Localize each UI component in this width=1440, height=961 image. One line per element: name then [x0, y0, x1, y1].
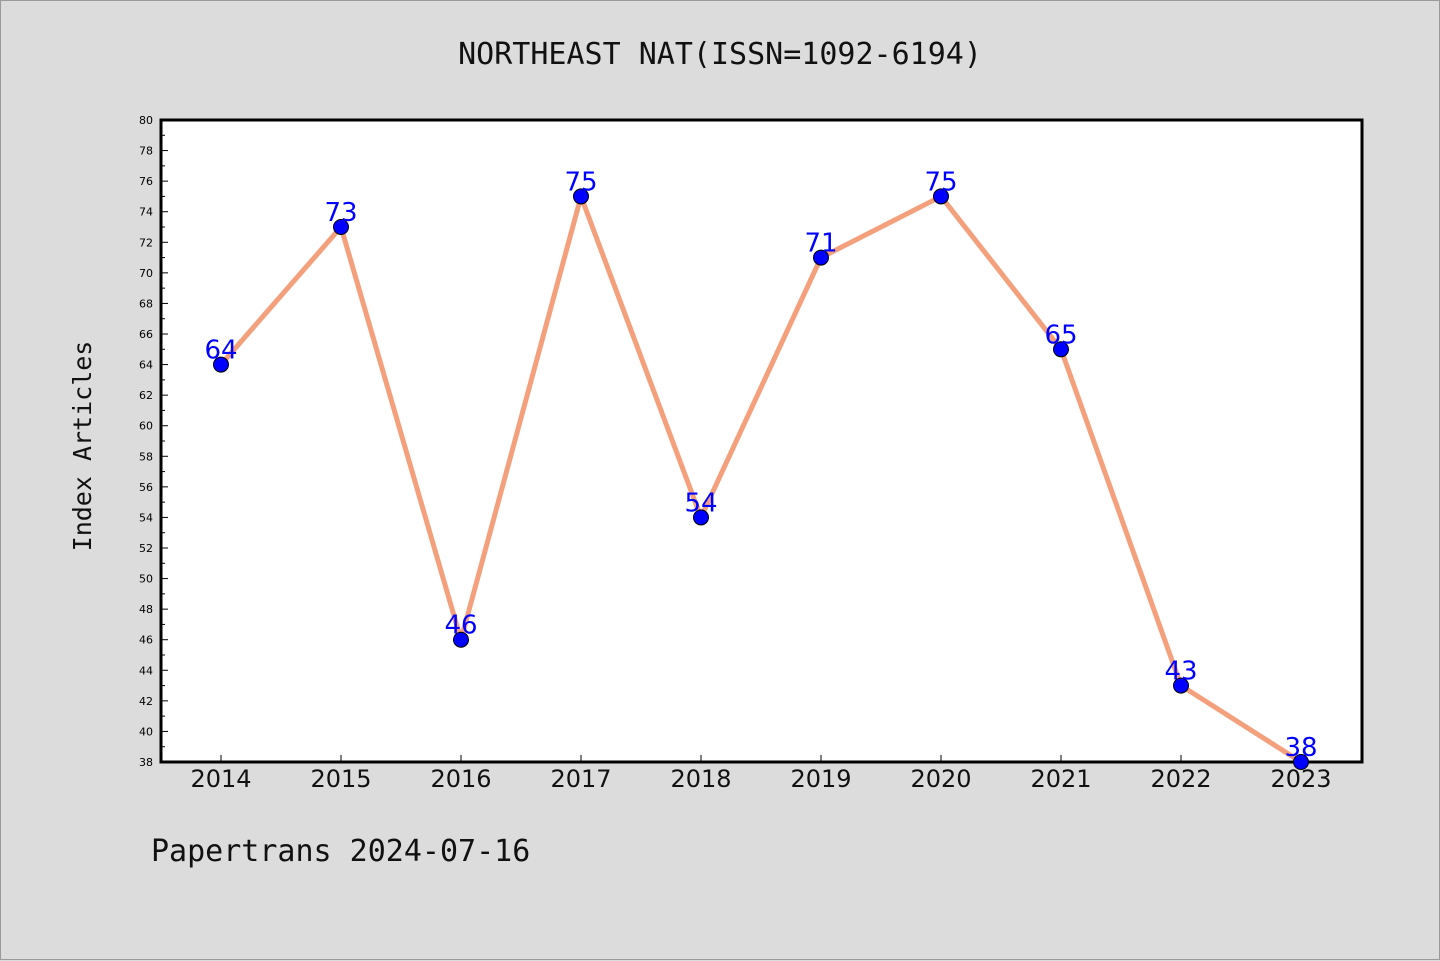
- y-tick-label: 46: [139, 634, 153, 647]
- y-tick-label: 38: [139, 756, 153, 769]
- data-point: [933, 188, 949, 205]
- y-tick-label: 56: [139, 481, 153, 494]
- data-point: [333, 219, 349, 235]
- data-label: 75: [564, 167, 597, 197]
- data-point: [1173, 677, 1189, 694]
- y-tick-label: 72: [139, 236, 153, 249]
- y-tick-label: 64: [139, 359, 153, 372]
- x-tick-label: 2022: [1150, 765, 1211, 793]
- chart-title: NORTHEAST NAT(ISSN=1092-6194): [458, 37, 982, 72]
- data-point: [693, 509, 709, 526]
- data-label: 46: [444, 611, 477, 641]
- x-tick-label: 2016: [430, 765, 491, 793]
- y-tick-label: 52: [139, 542, 153, 555]
- data-label: 64: [204, 336, 237, 366]
- y-tick-label: 42: [139, 695, 153, 708]
- y-tick-label: 68: [139, 297, 153, 310]
- data-point: [573, 188, 589, 205]
- data-label: 73: [324, 198, 357, 228]
- y-tick-label: 58: [139, 450, 153, 463]
- y-tick-label: 80: [139, 114, 153, 127]
- y-axis: 38 40 42 44 46 48 50 52 54 56 58 60 62 64 66 68 70 72 74 76…: [139, 114, 168, 769]
- y-tick-label: 40: [139, 725, 153, 738]
- data-label: 65: [1044, 320, 1077, 350]
- x-axis: 2014 2015 2016 2017 2018 2019 2020 2021 2022 2023: [190, 755, 1332, 793]
- data-label: 71: [804, 229, 837, 259]
- y-tick-label: 70: [139, 267, 153, 280]
- data-label: 75: [924, 167, 957, 197]
- data-label: 54: [684, 488, 717, 518]
- data-point: [1053, 341, 1069, 358]
- x-tick-label: 2019: [790, 765, 851, 793]
- y-tick-label: 48: [139, 603, 153, 616]
- x-tick-label: 2017: [550, 765, 611, 793]
- x-tick-label: 2014: [190, 765, 251, 793]
- y-tick-label: 60: [139, 420, 153, 433]
- data-point: [213, 356, 229, 373]
- x-tick-label: 2021: [1030, 765, 1091, 793]
- data-label: 43: [1164, 657, 1197, 687]
- x-tick-label: 2020: [910, 765, 971, 793]
- data-point: [1293, 754, 1309, 770]
- y-tick-label: 76: [139, 175, 153, 188]
- series-line: [218, 193, 1304, 765]
- y-tick-label: 54: [139, 511, 153, 524]
- x-tick-label: 2015: [310, 765, 371, 793]
- data-points-group: [213, 188, 1309, 770]
- data-point: [813, 249, 829, 266]
- data-point: [453, 631, 469, 648]
- y-tick-label: 78: [139, 145, 153, 158]
- plot-area: [159, 118, 1364, 764]
- data-labels-group: 64 73 46 75 54 71 75 65 43 38: [204, 167, 1317, 763]
- series-line-group: [218, 193, 1304, 765]
- x-tick-label: 2018: [670, 765, 731, 793]
- y-axis-label: Index Articles: [68, 341, 97, 552]
- y-tick-label: 66: [139, 328, 153, 341]
- footer-credit: Papertrans 2024-07-16: [151, 834, 531, 869]
- y-tick-label: 50: [139, 573, 153, 586]
- data-label: 38: [1284, 733, 1317, 763]
- y-tick-label: 62: [139, 389, 153, 402]
- y-tick-label: 44: [139, 664, 153, 677]
- y-tick-label: 74: [139, 206, 153, 219]
